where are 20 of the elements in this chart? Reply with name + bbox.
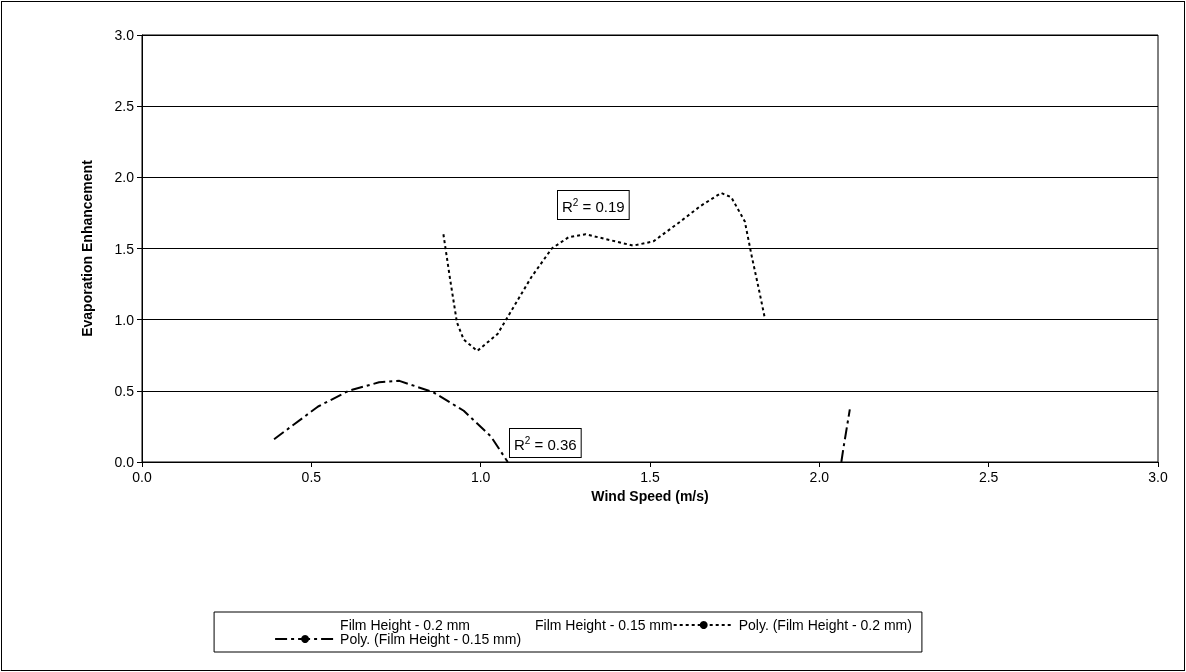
y-tick-label: 0.0	[114, 454, 135, 470]
y-tick-label: 2.0	[114, 169, 135, 186]
x-tick-label: 1.0	[470, 469, 491, 485]
x-tick-label: 2.5	[978, 469, 999, 485]
legend-label: Film Height - 0.2 mm	[340, 617, 471, 633]
y-tick-label: 0.5	[114, 382, 135, 399]
x-tick-label: 0.0	[132, 469, 152, 485]
x-tick-label: 3.0	[1148, 469, 1168, 485]
y-tick-label: 1.5	[114, 240, 135, 257]
y-tick-label: 2.5	[114, 98, 135, 115]
y-axis-title: Evaporation Enhancement	[79, 159, 95, 337]
legend-label: Poly. (Film Height - 0.2 mm)	[738, 617, 912, 633]
y-tick-label: 1.0	[114, 311, 135, 328]
x-tick-label: 2.0	[809, 469, 830, 485]
x-tick-label: 0.5	[301, 469, 322, 485]
legend-label: Poly. (Film Height - 0.15 mm)	[340, 631, 522, 647]
x-tick-label: 1.5	[640, 469, 660, 485]
x-axis-title: Wind Speed (m/s)	[591, 487, 709, 504]
legend-label: Film Height - 0.15 mm	[535, 617, 673, 633]
y-tick-label: 3.0	[114, 27, 135, 43]
